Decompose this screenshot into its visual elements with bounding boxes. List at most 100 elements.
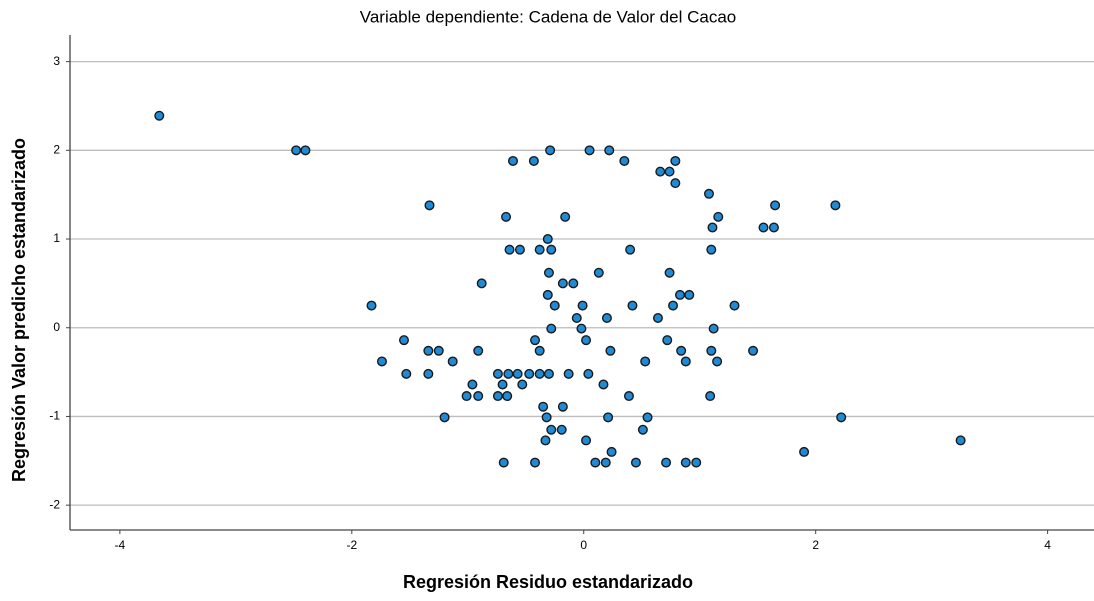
y-axis-label: Regresión Valor predicho estandarizado: [9, 138, 29, 482]
point: [546, 244, 557, 255]
x-tick-label: 4: [1044, 538, 1051, 552]
point: [703, 188, 714, 199]
point: [955, 435, 966, 446]
point: [492, 368, 503, 379]
point: [557, 401, 568, 412]
point: [684, 289, 695, 300]
point: [676, 345, 687, 356]
y-tick-label: -2: [49, 497, 60, 511]
point: [473, 345, 484, 356]
point: [498, 457, 509, 468]
point: [439, 412, 450, 423]
point: [605, 345, 616, 356]
point: [758, 222, 769, 233]
point: [576, 323, 587, 334]
point: [546, 424, 557, 435]
point: [447, 356, 458, 367]
point: [376, 356, 387, 367]
point: [401, 368, 412, 379]
point: [623, 391, 634, 402]
point: [504, 244, 515, 255]
point: [707, 222, 718, 233]
point: [691, 457, 702, 468]
point: [836, 412, 847, 423]
point: [291, 145, 302, 156]
point: [433, 345, 444, 356]
point: [581, 435, 592, 446]
point: [154, 110, 165, 121]
point: [670, 155, 681, 166]
point: [503, 368, 514, 379]
point: [514, 244, 525, 255]
point: [712, 356, 723, 367]
point: [606, 446, 617, 457]
point: [748, 345, 759, 356]
point: [706, 345, 717, 356]
point: [534, 345, 545, 356]
point: [497, 379, 508, 390]
point: [543, 368, 554, 379]
point: [708, 323, 719, 334]
point: [502, 391, 513, 402]
point: [541, 412, 552, 423]
point: [603, 412, 614, 423]
point: [461, 391, 472, 402]
y-tick-label: 3: [53, 54, 60, 68]
point: [473, 391, 484, 402]
point: [705, 391, 716, 402]
point: [543, 267, 554, 278]
y-tick-label: 2: [53, 142, 60, 156]
x-tick-label: -4: [115, 538, 126, 552]
point: [530, 335, 541, 346]
point: [568, 278, 579, 289]
point: [664, 267, 675, 278]
point: [546, 323, 557, 334]
point: [630, 457, 641, 468]
point: [581, 335, 592, 346]
point: [713, 211, 724, 222]
point: [512, 368, 523, 379]
x-tick-label: 2: [812, 538, 819, 552]
x-tick-label: -2: [346, 538, 357, 552]
point: [637, 424, 648, 435]
point: [593, 267, 604, 278]
point: [424, 200, 435, 211]
point: [571, 312, 582, 323]
point: [601, 312, 612, 323]
point: [534, 368, 545, 379]
point: [584, 145, 595, 156]
point: [557, 278, 568, 289]
point: [524, 368, 535, 379]
point: [830, 200, 841, 211]
point: [467, 379, 478, 390]
point: [598, 379, 609, 390]
point: [517, 379, 528, 390]
point: [768, 222, 779, 233]
point: [423, 368, 434, 379]
point: [674, 289, 685, 300]
point: [534, 244, 545, 255]
x-tick-label: 0: [580, 538, 587, 552]
point: [642, 412, 653, 423]
x-axis-label: Regresión Residuo estandarizado: [403, 572, 693, 592]
point: [680, 356, 691, 367]
point: [625, 244, 636, 255]
point: [556, 424, 567, 435]
point: [300, 145, 311, 156]
point: [706, 244, 717, 255]
point: [549, 300, 560, 311]
y-tick-label: 0: [53, 320, 60, 334]
point: [583, 368, 594, 379]
point: [661, 457, 672, 468]
point: [542, 234, 553, 245]
point: [501, 211, 512, 222]
point: [619, 155, 630, 166]
point: [640, 356, 651, 367]
point: [577, 300, 588, 311]
point: [627, 300, 638, 311]
point: [563, 368, 574, 379]
point: [600, 457, 611, 468]
point: [507, 155, 518, 166]
point: [398, 335, 409, 346]
